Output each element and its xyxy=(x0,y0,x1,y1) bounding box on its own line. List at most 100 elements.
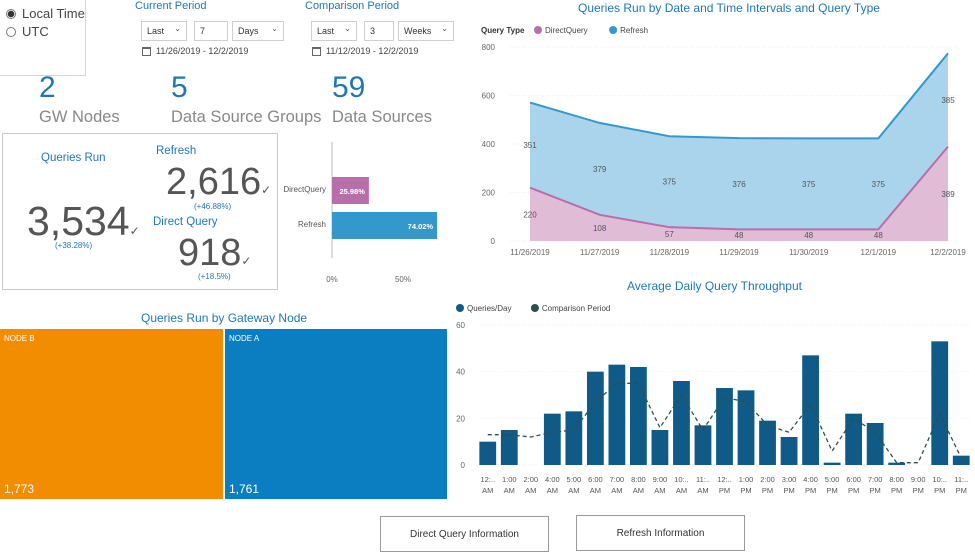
x-tick-label: 11/30/2019 xyxy=(789,248,829,257)
tile-label: NODE B xyxy=(4,334,35,343)
treemap-tile-node-b[interactable]: NODE B 1,773 xyxy=(0,329,223,499)
chevron-down-icon: ⌄ xyxy=(271,24,278,33)
chevron-down-icon: ⌄ xyxy=(344,24,351,33)
x-tick-label: 12:.. xyxy=(717,475,732,484)
y-tick-label: 200 xyxy=(482,189,496,198)
x-tick-label: 5:00 xyxy=(825,475,840,484)
x-tick-label: 3:00 xyxy=(782,475,797,484)
refresh-value: 2,616✓ xyxy=(166,163,271,201)
current-count-input[interactable]: 7 xyxy=(194,21,228,41)
x-tick-label: 8:00 xyxy=(889,475,904,484)
x-tick-label: 11/29/2019 xyxy=(719,248,759,257)
tile-value: 1,761 xyxy=(229,482,260,496)
x-tick-label: 2:00 xyxy=(523,475,538,484)
throughput-bar xyxy=(608,364,626,465)
kpi-gw-nodes: 2 xyxy=(39,73,56,103)
direct-query-number: 918 xyxy=(178,232,242,274)
throughput-chart-title: Average Daily Query Throughput xyxy=(627,279,802,293)
x-tick-label: 11:.. xyxy=(696,475,710,484)
throughput-bar xyxy=(823,462,841,465)
throughput-bar xyxy=(931,341,949,465)
legend-marker xyxy=(530,304,539,312)
x-tick-label: PM xyxy=(934,486,945,495)
check-icon: ✓ xyxy=(261,183,272,197)
x-tick-label: AM xyxy=(590,486,601,495)
comparison-count-value: 3 xyxy=(370,26,376,36)
x-tick-label: AM xyxy=(568,486,579,495)
x-tick-label: 11/27/2019 xyxy=(580,248,620,257)
direct-query-title: Direct Query xyxy=(153,216,218,228)
chevron-down-icon: ⌄ xyxy=(174,24,181,33)
kpi-data-sources: 59 xyxy=(332,73,365,103)
direct-query-info-button[interactable]: Direct Query Information xyxy=(380,516,549,552)
legend-label: Comparison Period xyxy=(542,304,610,313)
x-tick-label: 10:.. xyxy=(932,475,947,484)
refresh-data-label: 376 xyxy=(732,180,746,189)
x-tick-label: 9:00 xyxy=(653,475,668,484)
bar-value-label: 25.98% xyxy=(339,187,365,196)
x-tick-label: 5:00 xyxy=(567,475,582,484)
current-unit-value: Days xyxy=(238,26,259,36)
queries-run-change: (+38.28%) xyxy=(55,241,93,250)
x-tick-label: PM xyxy=(870,486,881,495)
legend-label: DirectQuery xyxy=(545,26,588,35)
kpi-data-source-groups: 5 xyxy=(171,73,188,103)
category-label: Refresh xyxy=(298,220,326,229)
x-tick-label: 50% xyxy=(395,275,411,284)
current-unit-select[interactable]: Days ⌄ xyxy=(232,21,284,41)
refresh-data-label: 375 xyxy=(802,180,816,189)
directquery-line xyxy=(529,146,949,231)
y-tick-label: 0 xyxy=(461,461,466,470)
check-icon: ✓ xyxy=(129,224,140,238)
refresh-info-button[interactable]: Refresh Information xyxy=(576,515,745,551)
comparison-date-range[interactable]: 11/12/2019 - 12/2/2019 xyxy=(312,46,418,56)
radio-local-time[interactable]: Local Time xyxy=(6,6,85,21)
comparison-count-input[interactable]: 3 xyxy=(364,21,394,41)
x-tick-label: PM xyxy=(719,486,730,495)
x-tick-label: PM xyxy=(783,486,794,495)
comparison-mode-select[interactable]: Last ⌄ xyxy=(311,21,357,41)
current-date-range[interactable]: 11/26/2019 - 12/2/2019 xyxy=(142,46,248,56)
queries-run-value: 3,534✓ xyxy=(27,201,140,242)
x-tick-label: AM xyxy=(697,486,708,495)
x-tick-label: 7:00 xyxy=(610,475,625,484)
x-tick-label: 12:.. xyxy=(480,475,495,484)
x-tick-label: AM xyxy=(676,486,687,495)
y-tick-label: 0 xyxy=(491,237,496,246)
x-tick-label: 6:00 xyxy=(846,475,861,484)
x-tick-label: 12/1/2019 xyxy=(861,248,897,257)
comparison-period-title: Comparison Period xyxy=(305,0,400,12)
x-tick-label: 12/2/2019 xyxy=(930,248,966,257)
share-bar xyxy=(332,212,438,239)
throughput-bar xyxy=(500,430,518,465)
treemap-tile-node-a[interactable]: NODE A 1,761 xyxy=(225,329,447,499)
x-tick-label: PM xyxy=(805,486,816,495)
refresh-number: 2,616 xyxy=(166,161,262,203)
throughput-bar xyxy=(952,455,970,465)
comparison-unit-value: Weeks xyxy=(404,26,432,36)
radio-selected-icon[interactable] xyxy=(6,8,16,19)
throughput-bar xyxy=(780,437,798,465)
radio-utc[interactable]: UTC xyxy=(6,24,49,39)
current-range-text: 11/26/2019 - 12/2/2019 xyxy=(156,46,249,56)
legend-label: Refresh xyxy=(620,26,648,35)
check-icon: ✓ xyxy=(241,254,252,268)
radio-unselected-icon[interactable] xyxy=(6,26,16,37)
x-tick-label: AM xyxy=(504,486,515,495)
throughput-bar xyxy=(866,423,884,465)
x-tick-label: 11:.. xyxy=(954,475,968,484)
calendar-icon xyxy=(142,46,151,56)
direct-query-value: 918✓ xyxy=(178,234,251,272)
current-mode-select[interactable]: Last ⌄ xyxy=(141,21,187,41)
x-tick-label: 4:00 xyxy=(545,475,560,484)
x-tick-label: 0% xyxy=(326,275,338,284)
throughput-bar xyxy=(673,381,690,465)
x-tick-label: 6:00 xyxy=(588,475,603,484)
x-tick-label: PM xyxy=(913,486,924,495)
comparison-unit-select[interactable]: Weeks ⌄ xyxy=(398,21,454,41)
refresh-data-label: 351 xyxy=(523,141,537,150)
calendar-icon xyxy=(312,46,321,56)
current-mode-value: Last xyxy=(147,26,165,36)
queries-by-date-chart: Query Type DirectQuery Refresh 0 200 400 600 80… xyxy=(481,26,966,257)
x-tick-label: 2:00 xyxy=(760,475,775,484)
